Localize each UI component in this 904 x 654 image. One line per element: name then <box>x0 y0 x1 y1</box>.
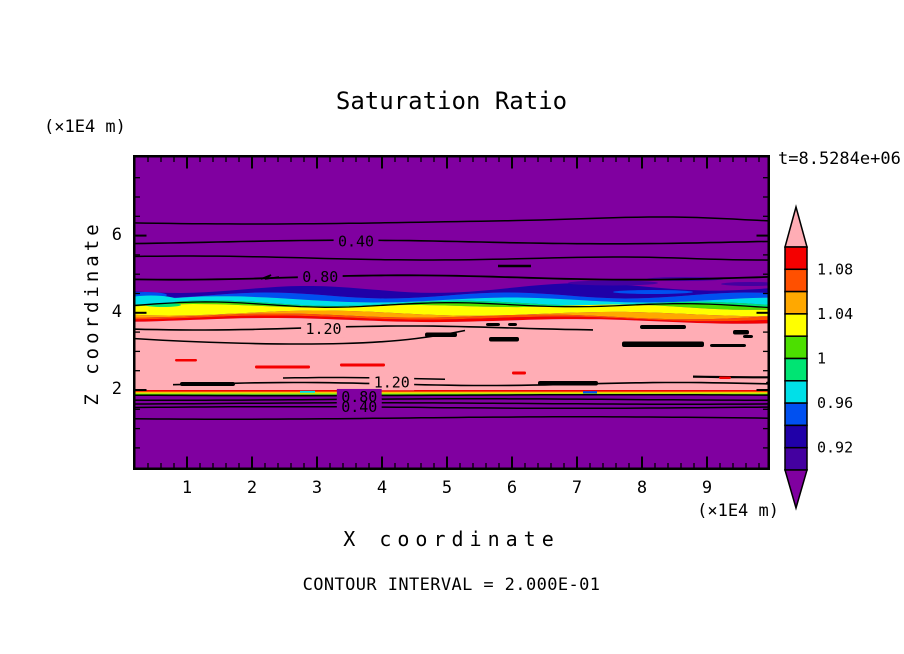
time-annotation: t=8.5284e+06 <box>778 149 901 169</box>
contour-label: 0.80 <box>341 388 377 406</box>
colorbar-segment <box>784 246 808 271</box>
plot-frame-and-ticks <box>133 155 770 470</box>
x-tick-label: 4 <box>376 478 388 498</box>
saturation-transition-band <box>133 277 770 390</box>
colorbar-over-arrow <box>784 204 808 248</box>
colorbar-label: 1 <box>817 350 826 368</box>
x-tick-label: 1 <box>181 478 193 498</box>
colorbar: 1.08 1.04 1 0.96 0.92 <box>784 204 853 511</box>
contour-plot-area: 0.400.801.201.200.800.40 <box>133 155 770 470</box>
colorbar-label: 0.96 <box>817 394 853 412</box>
x-tick-label: 8 <box>636 478 648 498</box>
contour-label: 0.40 <box>338 232 374 250</box>
colorbar-segment <box>784 380 808 404</box>
x-tick-label: 3 <box>311 478 323 498</box>
contour-label: 1.20 <box>305 320 341 338</box>
colorbar-segment <box>784 268 808 293</box>
colorbar-under-arrow <box>784 469 808 511</box>
lower-transition-band <box>133 390 770 395</box>
x-tick-label: 6 <box>506 478 518 498</box>
closed-contour-blobs <box>175 323 770 386</box>
x-axis-title: X coordinate <box>343 527 560 551</box>
contour-label: 0.80 <box>302 268 338 286</box>
colorbar-segment <box>784 290 808 315</box>
colorbar-label: 0.92 <box>817 439 853 457</box>
colorbar-segment <box>784 446 808 471</box>
chart-title: Saturation Ratio <box>335 87 568 115</box>
y-tick-label: 6 <box>111 224 122 245</box>
colorbar-segment <box>784 335 808 360</box>
contour-labels: 0.400.801.201.200.800.40 <box>297 232 415 416</box>
x-tick-label: 2 <box>246 478 258 498</box>
colorbar-segment <box>784 402 808 427</box>
x-tick-label: 9 <box>701 478 713 498</box>
x-tick-label: 7 <box>571 478 583 498</box>
colorbar-label: 1.04 <box>817 305 853 323</box>
y-axis-units-label: (×1E4 m) <box>44 117 126 137</box>
y-tick-label: 2 <box>111 379 122 399</box>
colorbar-segment <box>784 424 808 449</box>
contour-label: 1.20 <box>374 373 410 391</box>
colorbar-segment <box>784 313 808 337</box>
x-axis-units-label: (×1E4 m) <box>697 501 779 521</box>
colorbar-label: 1.08 <box>817 260 853 278</box>
colorbar-segment <box>784 357 808 382</box>
contour-lines <box>133 216 770 420</box>
y-tick-label: 4 <box>111 301 122 322</box>
x-tick-label: 5 <box>441 478 453 498</box>
contour-label: 0.40 <box>341 398 377 416</box>
contour-interval-label: CONTOUR INTERVAL = 2.000E-01 <box>302 575 601 595</box>
